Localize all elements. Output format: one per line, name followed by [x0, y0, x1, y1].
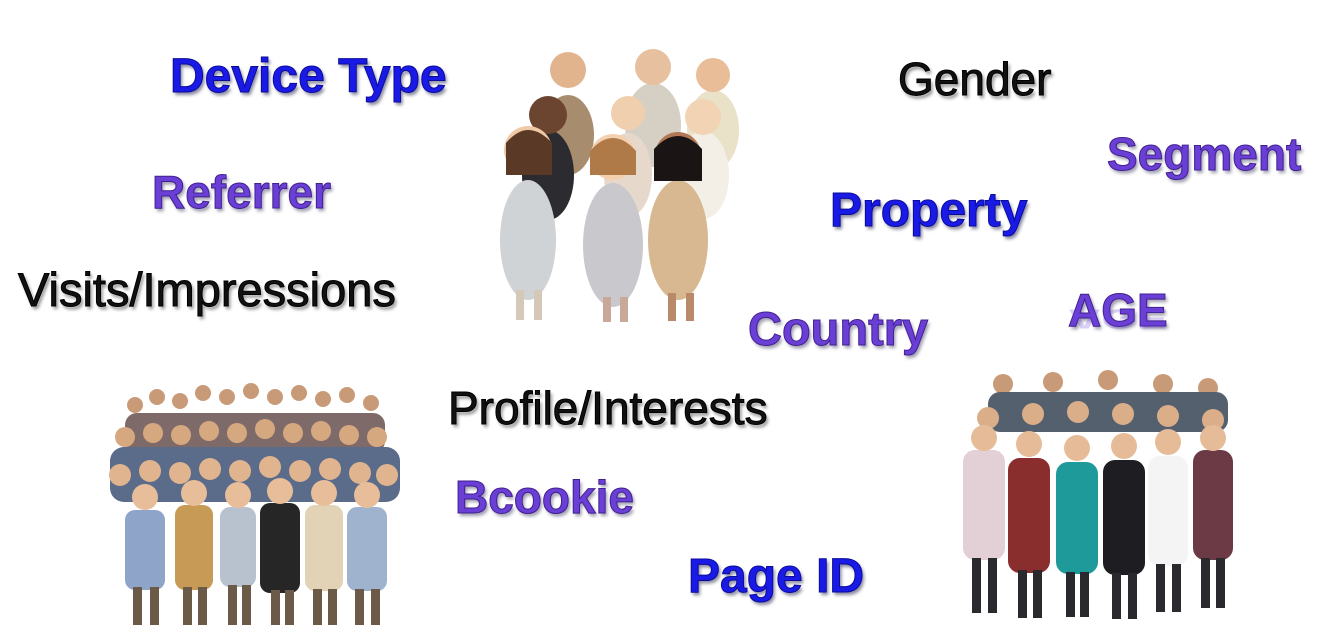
crowd-of-people-photo [109, 383, 400, 625]
age-label: AGE [1068, 284, 1169, 336]
country-label: Country [747, 302, 929, 355]
device-type-label: Device Type [170, 50, 448, 103]
segment-label: Segment [1106, 128, 1302, 180]
bcookie-label: Bcookie [455, 471, 635, 523]
business-people-group-photo [963, 370, 1233, 619]
property-label: Property [829, 184, 1028, 237]
age-reflection: AGE [1068, 303, 1168, 335]
page-id-label: Page ID [687, 550, 865, 603]
visits-impressions-label: Visits/Impressions [18, 263, 397, 316]
referrer-label: Referrer [152, 166, 332, 218]
profile-interests-label: Profile/Interests [448, 382, 769, 434]
gender-label: Gender [897, 53, 1052, 105]
group-of-people-photo [500, 49, 739, 322]
